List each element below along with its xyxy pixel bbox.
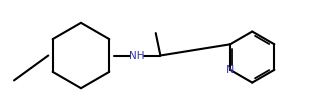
Text: N: N xyxy=(226,65,234,75)
Text: NH: NH xyxy=(129,51,145,60)
